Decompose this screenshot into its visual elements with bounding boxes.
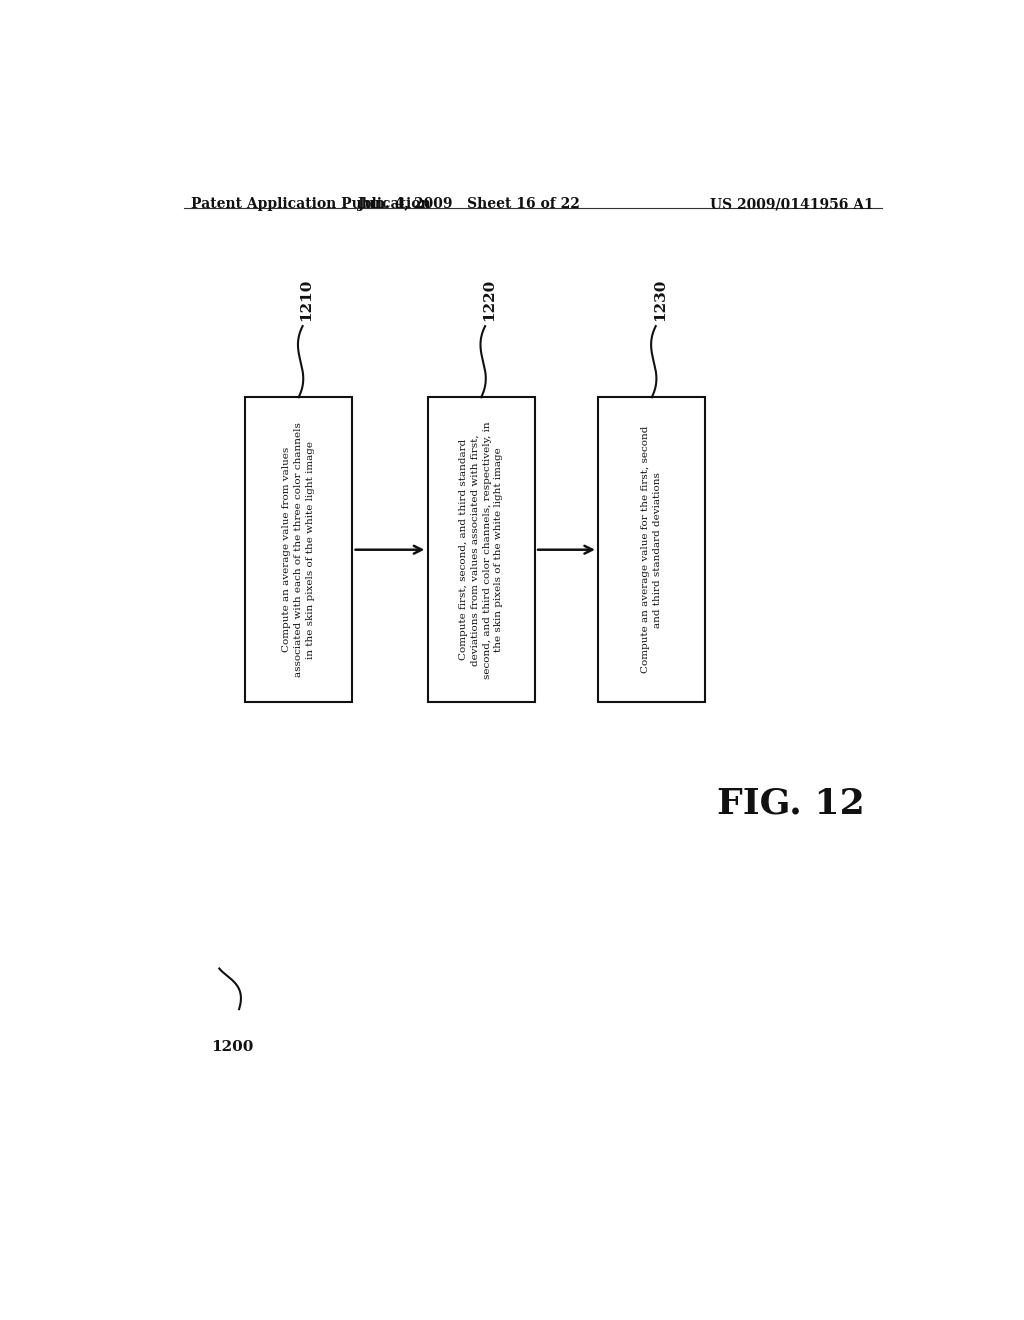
Text: Patent Application Publication: Patent Application Publication [191,197,431,211]
Text: 1230: 1230 [652,279,667,321]
Text: US 2009/0141956 A1: US 2009/0141956 A1 [711,197,873,211]
Text: 1200: 1200 [211,1040,254,1053]
Bar [428,397,535,702]
Text: 1210: 1210 [300,279,313,321]
Text: Compute an average value for the first, second
and third standard deviations: Compute an average value for the first, … [641,426,663,673]
Text: Jun. 4, 2009   Sheet 16 of 22: Jun. 4, 2009 Sheet 16 of 22 [358,197,581,211]
Text: 1220: 1220 [482,279,496,321]
Bar [598,397,706,702]
Text: Compute an average value from values
associated with each of the three color cha: Compute an average value from values ass… [283,422,315,677]
Bar [245,397,352,702]
Text: Compute first, second, and third standard
deviations from values associated with: Compute first, second, and third standar… [459,421,504,678]
Text: FIG. 12: FIG. 12 [717,787,864,821]
